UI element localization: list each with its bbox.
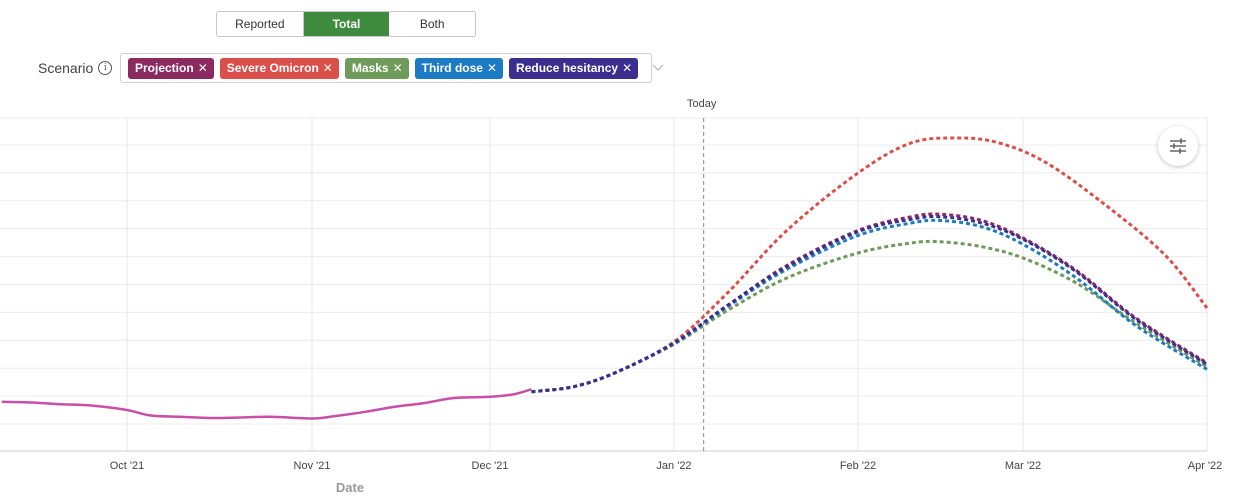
close-icon[interactable]: ✕ [622, 61, 633, 75]
chart-settings-button[interactable] [1158, 126, 1198, 166]
close-icon[interactable]: ✕ [486, 61, 498, 75]
chip-label: Masks [351, 61, 389, 75]
today-label: Today [687, 98, 717, 110]
info-icon[interactable]: i [98, 61, 113, 75]
x-tick-label: Apr '22 [1188, 460, 1223, 472]
grid-layer [0, 117, 1208, 452]
chip-label: Severe Omicron [226, 61, 319, 75]
scenario-select[interactable]: Projection ✕ Severe Omicron ✕ Masks ✕ Th… [120, 53, 664, 83]
chart: Today Oct '21 Nov '21 Dec '21 Jan '22 Feb '2… [0, 98, 1223, 495]
x-tick-label: Mar '22 [1005, 460, 1041, 472]
today-layer: Today [687, 98, 717, 451]
chip-projection[interactable]: Projection ✕ [128, 57, 214, 79]
chip-masks[interactable]: Masks ✕ [344, 57, 409, 79]
x-tick-label: Dec '21 [472, 460, 509, 472]
series-line-severe-omicron[interactable] [531, 136, 1209, 394]
chip-label: Projection [135, 61, 194, 75]
x-tick-label: Nov '21 [294, 460, 331, 472]
toggle-both-button[interactable]: Both [419, 17, 445, 31]
chip-label: Reduce hesitancy [516, 61, 619, 75]
toggle-total-button[interactable]: Total [302, 12, 390, 36]
x-tick-label: Oct '21 [110, 460, 145, 472]
scenario-label: Scenario [38, 60, 94, 76]
chip-third-dose[interactable]: Third dose ✕ [414, 57, 504, 79]
x-tick-label: Feb '22 [840, 460, 876, 472]
x-tick-layer: Oct '21 Nov '21 Dec '21 Jan '22 Feb '22 Mar '… [110, 460, 1223, 472]
chevron-down-icon[interactable] [652, 61, 664, 75]
view-toggle: Reported Total Both [216, 11, 476, 37]
chip-severe-omicron[interactable]: Severe Omicron ✕ [219, 57, 339, 79]
chip-reduce-hesitancy[interactable]: Reduce hesitancy ✕ [509, 57, 639, 79]
close-icon[interactable]: ✕ [322, 61, 333, 75]
x-tick-label: Jan '22 [656, 460, 691, 472]
chip-label: Third dose [421, 61, 483, 75]
close-icon[interactable]: ✕ [197, 61, 208, 75]
series-line-masks[interactable] [531, 239, 1208, 394]
toggle-reported-button[interactable]: Reported [235, 17, 285, 31]
x-axis-title: Date [336, 480, 364, 495]
scenario-label-group: Scenario i [38, 60, 113, 76]
sliders-icon [1170, 138, 1186, 154]
series-line-reduce-hesitancy[interactable] [531, 215, 1208, 394]
series-layer [1, 136, 1209, 420]
close-icon[interactable]: ✕ [392, 61, 403, 75]
series-line-reported[interactable] [1, 388, 532, 420]
